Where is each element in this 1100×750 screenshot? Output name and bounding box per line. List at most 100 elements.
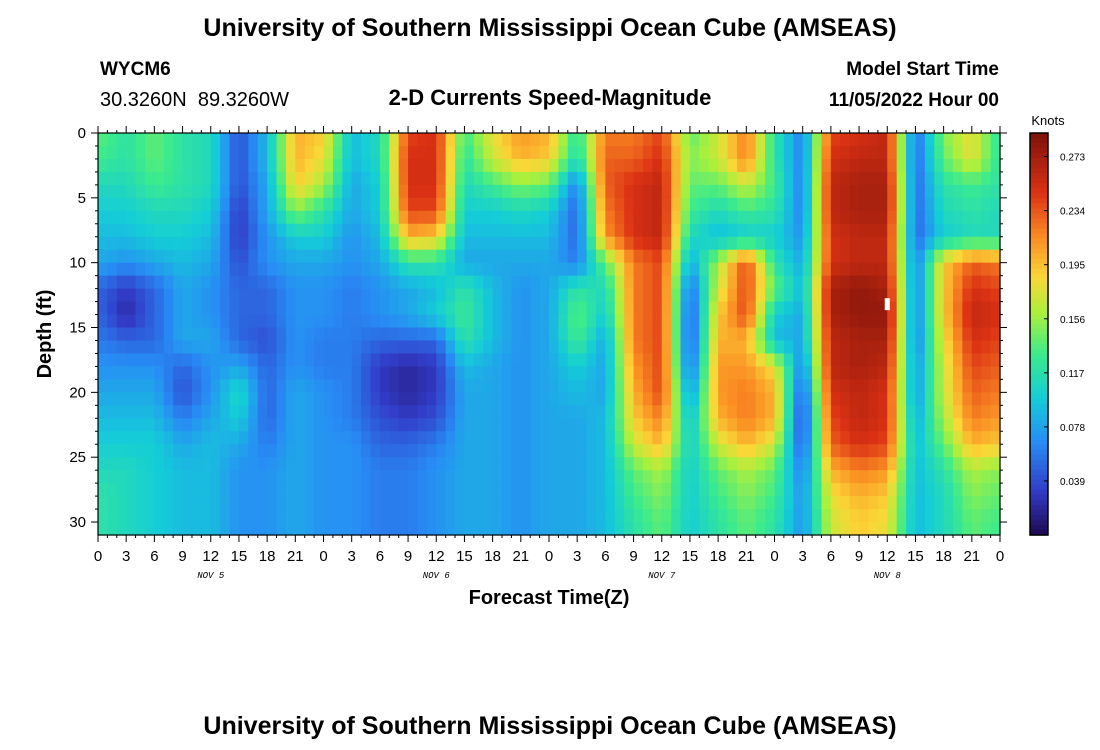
heatmap-cell <box>896 483 907 497</box>
heatmap-cell <box>802 366 813 380</box>
heatmap-cell <box>323 249 334 264</box>
heatmap-cell <box>859 340 870 355</box>
heatmap-cell <box>163 301 174 316</box>
heatmap-cell <box>765 496 776 510</box>
heatmap-cell <box>774 483 785 497</box>
heatmap-cell <box>154 236 165 251</box>
heatmap-cell <box>689 184 700 199</box>
heatmap-cell <box>229 249 240 264</box>
heatmap-cell <box>483 509 494 523</box>
heatmap-cell <box>389 509 400 523</box>
heatmap-cell <box>765 327 776 342</box>
heatmap-cell <box>191 171 202 186</box>
heatmap-cell <box>859 314 870 329</box>
heatmap-cell <box>473 133 484 147</box>
heatmap-cell <box>953 236 964 251</box>
colorbar <box>1029 132 1049 536</box>
heatmap-cell <box>154 327 165 342</box>
heatmap-cell <box>633 509 644 523</box>
heatmap-cell <box>990 133 1001 147</box>
heatmap-cell <box>605 158 616 173</box>
heatmap-cell <box>408 431 419 445</box>
heatmap-cell <box>276 366 287 380</box>
heatmap-cell <box>455 262 466 277</box>
heatmap-cell <box>981 288 992 303</box>
heatmap-cell <box>821 236 832 251</box>
day-labels: NOV 5 NOV 6 NOV 7 NOV 8 <box>197 571 901 581</box>
heatmap-cell <box>436 444 447 458</box>
heatmap-cell <box>351 418 362 432</box>
heatmap-cell <box>727 223 738 238</box>
heatmap-cell <box>126 249 137 264</box>
heatmap-cell <box>840 483 851 497</box>
heatmap-cell <box>981 366 992 380</box>
heatmap-cell <box>229 418 240 432</box>
heatmap-cell <box>887 249 898 264</box>
heatmap-cell <box>915 184 926 199</box>
heatmap-cell <box>276 171 287 186</box>
x-tick-label: 21 <box>512 548 529 565</box>
heatmap-cell <box>812 405 823 419</box>
heatmap-cell <box>144 353 155 368</box>
heatmap-cell <box>295 470 306 484</box>
heatmap-cell <box>295 223 306 238</box>
x-tick-label: 15 <box>456 548 473 565</box>
colorbar-swatch <box>1030 308 1048 315</box>
heatmap-cell <box>163 327 174 342</box>
heatmap-cell <box>417 133 428 147</box>
heatmap-cell <box>276 496 287 510</box>
heatmap-cell <box>755 366 766 380</box>
heatmap-cell <box>154 496 165 510</box>
heatmap-cell <box>718 444 729 458</box>
heatmap-cell <box>671 236 682 251</box>
heatmap-cell <box>98 457 108 471</box>
heatmap-cell <box>379 171 390 186</box>
heatmap-cell <box>314 223 325 238</box>
colorbar-swatch <box>1030 138 1048 144</box>
heatmap-cell <box>793 262 804 277</box>
heatmap-cell <box>389 314 400 329</box>
heatmap-cell <box>163 275 174 290</box>
heatmap-cell <box>896 457 907 471</box>
heatmap-cell <box>840 392 851 406</box>
heatmap-cell <box>783 288 794 303</box>
heatmap-cell <box>671 405 682 419</box>
x-tick-label: 15 <box>907 548 924 565</box>
heatmap-cell <box>332 379 343 393</box>
heatmap-cell <box>483 405 494 419</box>
heatmap-cell <box>840 275 851 290</box>
heatmap-cell <box>285 236 296 251</box>
heatmap-cell <box>953 470 964 484</box>
heatmap-cell <box>473 249 484 264</box>
heatmap-cell <box>285 483 296 497</box>
heatmap-cell <box>906 133 917 147</box>
heatmap-cell <box>379 431 390 445</box>
heatmap-cell <box>426 483 437 497</box>
heatmap-cell <box>201 301 212 316</box>
heatmap-cell <box>98 366 108 380</box>
heatmap-cell <box>671 145 682 160</box>
heatmap-cell <box>718 145 729 160</box>
heatmap-cell <box>830 262 841 277</box>
heatmap-cell <box>257 133 268 147</box>
heatmap-cell <box>116 444 127 458</box>
heatmap-cell <box>736 496 747 510</box>
heatmap-cell <box>680 327 691 342</box>
heatmap-cell <box>605 171 616 186</box>
heatmap-cell <box>727 133 738 147</box>
colorbar-swatch <box>1030 253 1048 260</box>
heatmap-cell <box>511 470 522 484</box>
heatmap-cell <box>774 496 785 510</box>
heatmap-cell <box>173 288 184 303</box>
heatmap-cell <box>736 249 747 264</box>
heatmap-cell <box>370 509 381 523</box>
heatmap-cell <box>906 197 917 212</box>
x-tick-label: 18 <box>484 548 501 565</box>
heatmap-cell <box>408 327 419 342</box>
heatmap-cell <box>520 301 531 316</box>
heatmap-cell <box>248 483 259 497</box>
heatmap-cell <box>116 249 127 264</box>
heatmap-cell <box>116 457 127 471</box>
heatmap-cell <box>220 158 231 173</box>
heatmap-cell <box>689 158 700 173</box>
